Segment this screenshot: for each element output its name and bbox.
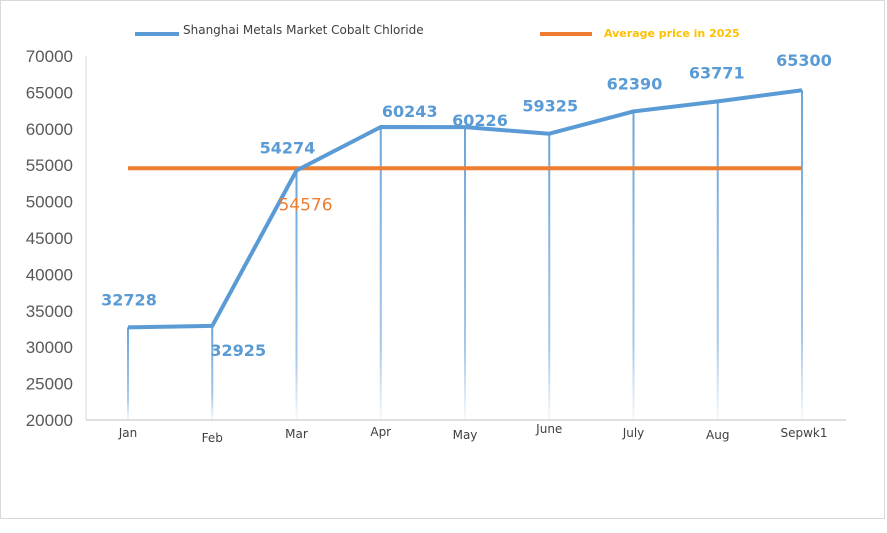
drop-line [295,170,298,420]
y-tick-label: 25000 [26,375,73,394]
legend: Shanghai Metals Market Cobalt Chloride A… [135,23,740,40]
x-category-label: May [453,428,478,442]
drop-line [801,90,803,420]
x-category-label: Apr [370,425,391,439]
series-data-label: 62390 [607,74,663,93]
y-tick-label: 35000 [26,302,73,321]
drop-line [716,101,719,421]
cobalt-chloride-price-chart: Shanghai Metals Market Cobalt Chloride A… [26,23,846,445]
drop-line [379,127,382,421]
y-tick-label: 60000 [26,120,73,139]
x-category-label: June [535,422,562,436]
data-labels: 32728 32925 54274 60243 60226 59325 62390 63771… [101,51,832,360]
average-price-data-label: 54576 [278,195,332,215]
x-category-label: Jan [118,426,138,440]
series-data-label: 32728 [101,290,157,309]
x-category-label: Sepwk1 [780,426,827,440]
series-data-label: 32925 [210,341,266,360]
x-category-label: Feb [202,431,223,445]
series-data-label: 63771 [689,63,745,82]
y-axis-tick-labels: 20000 25000 30000 35000 40000 45000 50000 55000… [26,47,73,430]
drop-line [127,327,129,420]
chart-frame: Shanghai Metals Market Cobalt Chloride A… [0,0,885,519]
drop-line [548,133,551,421]
drop-lines [127,90,803,421]
drop-line [464,127,466,420]
series-data-label: 65300 [776,51,832,70]
series-data-label: 59325 [522,97,578,116]
x-category-label: July [622,426,645,440]
y-tick-label: 70000 [26,47,73,66]
cobalt-chloride-series-line [127,88,803,330]
y-tick-label: 45000 [26,229,73,248]
y-tick-label: 50000 [26,193,73,212]
y-tick-label: 20000 [26,411,73,430]
y-tick-label: 55000 [26,156,73,175]
series-data-label: 60226 [452,111,508,130]
legend-label-average-price: Average price in 2025 [604,27,740,40]
x-axis-category-labels: Jan Feb Mar Apr May June July Aug Sepwk1 [118,422,828,445]
series-data-label: 60243 [382,102,438,121]
drop-line [632,111,635,420]
y-tick-label: 30000 [26,338,73,357]
y-tick-label: 65000 [26,83,73,102]
series-data-label: 54274 [260,138,316,157]
x-category-label: Mar [285,427,308,441]
legend-label-cobalt-chloride: Shanghai Metals Market Cobalt Chloride [183,23,424,37]
drop-line [211,325,214,420]
y-tick-label: 40000 [26,265,73,284]
x-category-label: Aug [706,428,729,442]
